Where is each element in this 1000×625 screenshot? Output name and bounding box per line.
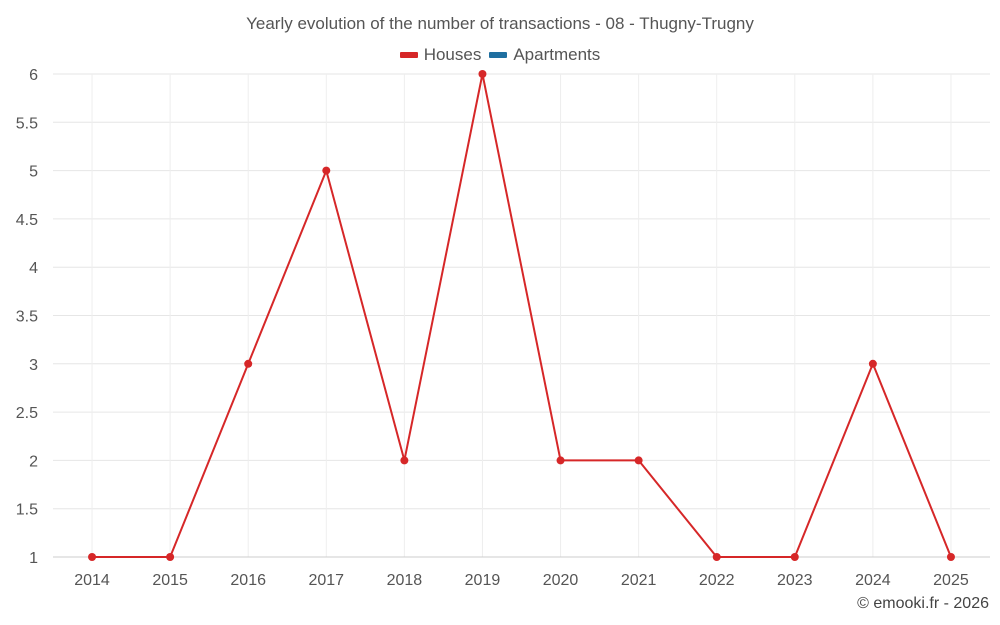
x-tick-label-10: 2024 [855, 572, 891, 589]
data-point-houses-2021 [634, 456, 643, 465]
data-point-houses-2019 [478, 70, 487, 78]
y-tick-label-3: 2.5 [16, 405, 38, 422]
credit-text: © emooki.fr - 2026 [857, 595, 989, 612]
y-tick-label-6: 4 [29, 260, 38, 277]
y-tick-label-8: 5 [29, 164, 38, 181]
x-tick-label-7: 2021 [621, 572, 657, 589]
y-tick-label-2: 2 [29, 453, 38, 470]
y-tick-label-0: 1 [29, 550, 38, 567]
x-tick-label-3: 2017 [308, 572, 344, 589]
data-point-houses-2023 [790, 553, 799, 561]
legend-label-apartments: Apartments [513, 45, 601, 64]
y-tick-label-7: 4.5 [16, 212, 38, 229]
chart-title: Yearly evolution of the number of transa… [246, 14, 754, 33]
data-point-houses-2022 [712, 553, 721, 561]
x-tick-label-1: 2015 [152, 572, 188, 589]
data-point-houses-2015 [166, 553, 175, 561]
legend-swatch-houses [399, 52, 418, 58]
data-point-houses-2024 [868, 359, 877, 368]
x-tick-label-6: 2020 [543, 572, 579, 589]
data-point-houses-2014 [88, 553, 97, 561]
x-tick-label-0: 2014 [74, 572, 110, 589]
legend-label-houses: Houses [423, 45, 482, 64]
series-line-houses [92, 73, 952, 558]
y-tick-label-4: 3 [29, 357, 38, 374]
legend-swatch-apartments [489, 52, 508, 58]
y-tick-label-1: 1.5 [16, 502, 38, 519]
legend: Houses Apartments [0, 45, 1000, 65]
x-tick-label-4: 2018 [387, 572, 423, 589]
data-point-houses-2016 [244, 359, 253, 368]
x-tick-label-9: 2023 [777, 572, 813, 589]
data-point-houses-2020 [556, 456, 565, 465]
legend-item-houses[interactable]: Houses [399, 45, 482, 65]
x-tick-label-2: 2016 [230, 572, 266, 589]
data-point-houses-2018 [400, 456, 409, 465]
y-tick-label-10: 6 [29, 67, 38, 84]
x-tick-label-11: 2025 [933, 572, 969, 589]
data-point-houses-2017 [322, 166, 331, 175]
y-tick-label-9: 5.5 [16, 115, 38, 132]
x-tick-label-5: 2019 [465, 572, 501, 589]
x-tick-label-8: 2022 [699, 572, 735, 589]
data-point-houses-2025 [946, 553, 955, 561]
y-tick-label-5: 3.5 [16, 309, 38, 326]
legend-item-apartments[interactable]: Apartments [489, 45, 600, 65]
